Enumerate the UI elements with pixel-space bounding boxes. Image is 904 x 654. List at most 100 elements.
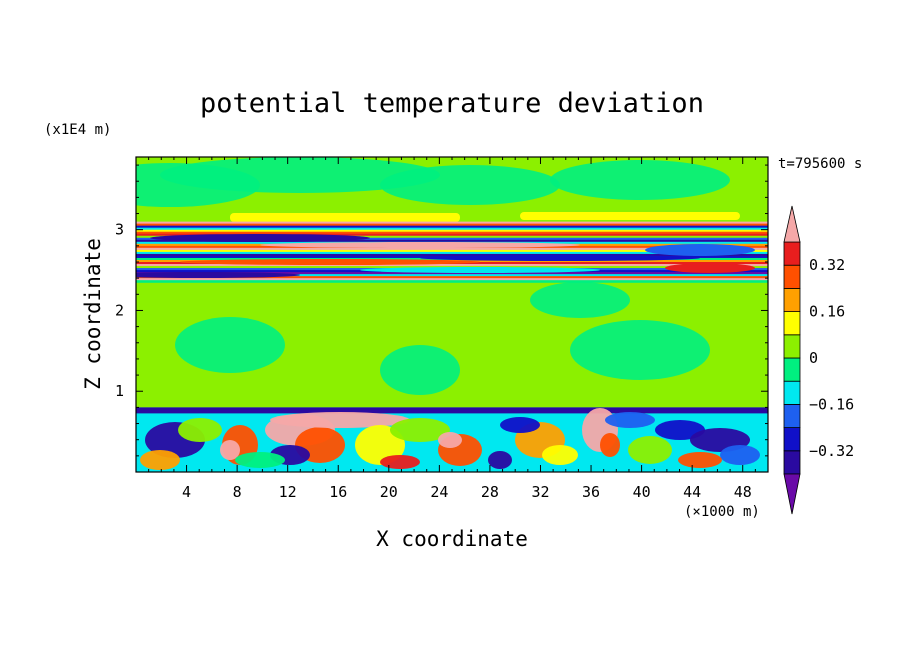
field-patch [500,417,540,433]
field-patch [600,433,620,457]
x-axis-title: X coordinate [376,527,528,551]
colorbar-extend-min [783,473,801,515]
colorbar-label: 0 [809,349,818,367]
colorbar-swatch [783,311,801,336]
x-tick-label: 44 [683,483,701,501]
colorbar-label: 0.16 [809,303,845,321]
field-patch [420,255,700,261]
y-unit-label: (x1E4 m) [44,122,111,138]
field-patch [380,455,420,469]
y-axis: 1 2 3 [115,164,768,457]
field-band [136,221,768,225]
field-patch [150,234,370,242]
colorbar-swatch [783,403,801,428]
field-patch [488,451,512,469]
colorbar-swatch [783,264,801,289]
field-band [136,233,768,237]
field-layers [136,157,768,472]
field-patch [645,244,755,256]
field-band [136,251,768,255]
x-axis: 4 8 12 16 20 24 28 32 36 40 44 48 [148,157,756,501]
x-tick-label: 24 [430,483,448,501]
x-tick-label: 48 [734,483,752,501]
colorbar-swatch [783,287,801,312]
field-patch [355,425,405,465]
field-patch [380,165,560,205]
field-band [136,225,768,229]
field-patch [720,445,760,465]
field-band [136,264,768,267]
x-tick-label: 16 [329,483,347,501]
colorbar-swatch [783,450,801,475]
field-patch [665,263,755,273]
colorbar-label: 0.32 [809,256,845,274]
field-patch [175,317,285,373]
field-patch [178,418,222,442]
field-band [136,229,768,233]
field-band [136,274,768,277]
field-band [136,239,768,243]
contour-field [136,157,768,472]
field-band [136,276,768,279]
field-lower [136,407,768,414]
y-tick-label: 3 [115,221,124,239]
field-band [136,235,768,239]
field-band [136,223,768,227]
field-band [136,253,768,257]
field-patch [530,282,630,318]
field-patch [260,242,580,248]
field-patch [180,259,480,265]
x-tick-label: 20 [380,483,398,501]
colorbar-swatch [783,427,801,452]
field-patch [628,436,672,464]
x-tick-label: 12 [279,483,297,501]
field-band [136,280,768,283]
x-tick-label: 40 [633,483,651,501]
x-unit-label: (×1000 m) [684,504,760,520]
field-band [520,212,740,220]
x-tick-label: 28 [481,483,499,501]
field-band [136,278,768,281]
field-patch [140,450,180,470]
colorbar-label: −0.16 [809,395,854,413]
colorbar-swatch [783,334,801,359]
field-band [230,213,460,222]
y-tick-label: 1 [115,382,124,400]
field-band [136,231,768,235]
colorbar-swatch [783,357,801,382]
field-patch [542,445,578,465]
field-band [136,237,768,241]
x-tick-label: 32 [531,483,549,501]
field-patch [160,157,440,193]
field-patch [380,345,460,395]
field-patch [220,440,240,460]
field-band [136,249,768,253]
colorbar-swatch [783,241,801,266]
field-band [136,272,768,275]
x-tick-label: 4 [182,483,191,501]
y-tick-label: 2 [115,301,124,319]
chart-title: potential temperature deviation [200,88,704,119]
colorbar-swatch [783,380,801,405]
field-band [136,247,768,251]
field-patch [136,272,300,278]
field-patch [235,452,285,468]
field-patch [438,432,462,448]
field-patch [605,412,655,428]
field-patch [570,320,710,380]
field-patch [655,420,705,440]
colorbar: 0.32 0.16 0 −0.16 −0.32 [783,205,854,515]
field-patch [390,418,450,442]
time-label: t=795600 s [778,156,862,172]
colorbar-label: −0.32 [809,442,854,460]
field-patch [550,160,730,200]
field-patch [360,267,600,273]
x-tick-label: 36 [582,483,600,501]
x-tick-label: 8 [233,483,242,501]
field-patch [270,412,410,428]
field-patch [678,452,722,468]
y-axis-title: Z coordinate [81,238,105,390]
colorbar-extend-max [783,205,801,243]
field-band [136,227,768,231]
